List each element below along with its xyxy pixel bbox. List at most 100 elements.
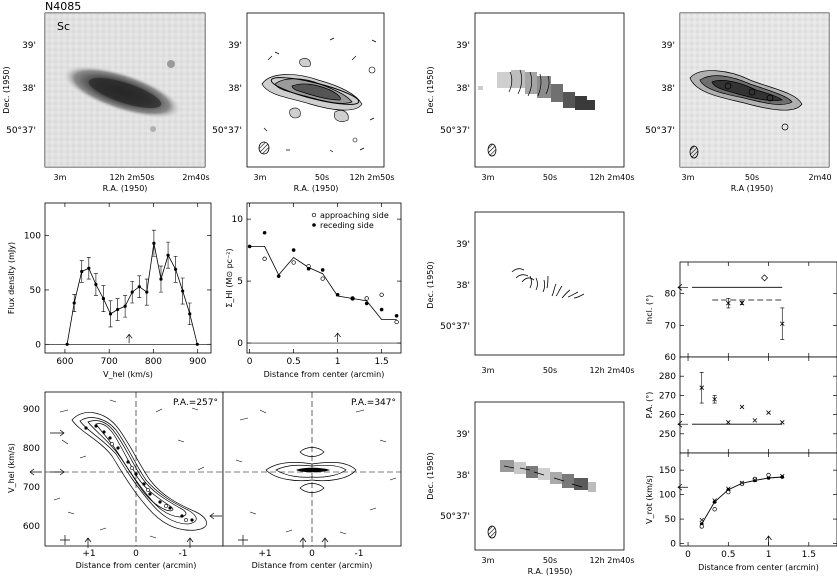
ra-tick: 50s bbox=[543, 173, 557, 182]
data-point bbox=[726, 300, 731, 306]
x-axis-label: R.A. (1950) bbox=[103, 184, 148, 193]
dec-tick: 39' bbox=[456, 41, 470, 51]
receding-point bbox=[306, 266, 311, 271]
pv-ridge-point bbox=[168, 506, 172, 510]
data-point bbox=[72, 301, 76, 305]
x-tick-label: 800 bbox=[145, 357, 162, 367]
dec-tick: 38' bbox=[22, 84, 36, 94]
approaching-point bbox=[291, 260, 296, 265]
y-tick-label: 70 bbox=[665, 321, 677, 331]
panel-residual-field: 39' 38' 50°37' Dec. (1950) 3m 50s 12h 2m… bbox=[426, 401, 635, 576]
y-tick-label: 80 bbox=[665, 290, 677, 300]
curve-point bbox=[780, 475, 785, 479]
y-axis-label: Incl. (°) bbox=[645, 295, 654, 324]
data-point bbox=[779, 419, 785, 425]
y-axis-label: P.A. (°) bbox=[645, 392, 654, 419]
approaching-point bbox=[262, 256, 267, 261]
pv-y-tick: 700 bbox=[23, 483, 40, 493]
panel-hi-contours: 39' 38' 50°37' 3m 50s 12h 2m50s R.A. (19… bbox=[212, 12, 395, 193]
data-point bbox=[101, 297, 106, 301]
data-point bbox=[108, 312, 113, 316]
plot-frame bbox=[44, 202, 212, 354]
receding-point bbox=[739, 480, 745, 486]
dec-tick: 50°37' bbox=[440, 126, 470, 136]
data-point bbox=[188, 312, 192, 316]
approaching-point bbox=[739, 481, 745, 486]
y-tick-label: 100 bbox=[24, 232, 41, 242]
pv-ridge-point-open bbox=[184, 518, 188, 522]
receding-point bbox=[335, 292, 340, 297]
approaching-point bbox=[364, 296, 369, 301]
center-arrow bbox=[334, 332, 341, 343]
y-axis-label: Dec. (1950) bbox=[426, 261, 435, 308]
x-tick-label: 0 bbox=[685, 550, 691, 560]
pv-x-tick: 0 bbox=[309, 549, 315, 559]
panel-velocity-field: 39' 38' 50°37' Dec. (1950) 3m 50s 12h 2m… bbox=[426, 12, 635, 182]
dec-tick: 50°37' bbox=[6, 126, 36, 136]
dec-tick: 39' bbox=[228, 41, 242, 51]
plot-frame bbox=[679, 452, 837, 547]
vsys-arrow bbox=[677, 483, 688, 491]
dec-tick: 50°37' bbox=[645, 126, 675, 136]
pv-ridge-point bbox=[190, 518, 194, 522]
receding-point bbox=[364, 301, 369, 306]
y-tick-label: 10 bbox=[232, 215, 244, 225]
ra-tick: 50s bbox=[543, 556, 557, 565]
dec-tick: 50°37' bbox=[440, 322, 470, 332]
receding-point bbox=[320, 268, 325, 272]
dec-tick: 39' bbox=[661, 41, 675, 51]
dec-tick: 39' bbox=[22, 41, 36, 51]
ra-tick: 3m bbox=[482, 366, 495, 375]
x-tick-label: 1.5 bbox=[374, 357, 388, 367]
x-tick-label: 1 bbox=[766, 550, 772, 560]
dec-tick: 38' bbox=[228, 84, 242, 94]
data-point bbox=[137, 285, 141, 289]
y-axis-label: Dec. (1950) bbox=[426, 66, 435, 113]
ra-tick: 12h 2m50s bbox=[109, 173, 154, 182]
receding-point bbox=[291, 248, 296, 252]
receding-point bbox=[712, 498, 717, 503]
y-tick-label: 50 bbox=[30, 286, 42, 296]
approaching-point bbox=[394, 319, 399, 325]
pv-x-tick: +1 bbox=[258, 549, 271, 559]
pv-x-tick: +1 bbox=[82, 549, 95, 559]
pv-ridge-point bbox=[180, 514, 184, 518]
profile-line bbox=[249, 246, 397, 320]
data-point bbox=[94, 282, 98, 287]
pv-x-tick: 0 bbox=[133, 549, 139, 559]
data-point bbox=[159, 277, 163, 281]
x-tick-label: 700 bbox=[101, 357, 118, 367]
center-arrow bbox=[125, 333, 133, 344]
pv-label-minor: P.A.=347° bbox=[351, 398, 396, 408]
pv-y-tick: 900 bbox=[23, 405, 40, 415]
x-axis-label: Distance from center (arcmin) bbox=[76, 561, 197, 570]
dec-tick: 39' bbox=[456, 240, 470, 250]
y-tick-label: 0 bbox=[35, 340, 41, 350]
diamond-point bbox=[761, 274, 769, 282]
pv-ridge-point-open bbox=[146, 488, 150, 492]
dec-tick: 50°37' bbox=[440, 512, 470, 522]
y-tick-label: 5 bbox=[237, 277, 243, 287]
x-tick-label: 1 bbox=[335, 357, 341, 367]
dec-tick: 38' bbox=[456, 281, 470, 291]
y-axis-label: V_hel (km/s) bbox=[7, 443, 16, 493]
adopted-arrow bbox=[677, 284, 688, 291]
receding-point bbox=[780, 473, 785, 479]
receding-point bbox=[726, 486, 731, 491]
ra-tick: 12h 2m40s bbox=[589, 556, 634, 565]
data-point bbox=[181, 289, 185, 293]
ra-tick: 2m40s bbox=[182, 173, 209, 182]
x-tick-label: 1.5 bbox=[802, 550, 816, 560]
pv-ridge-point bbox=[142, 482, 146, 486]
approaching-point bbox=[379, 292, 384, 297]
x-axis-label: Distance from center (arcmin) bbox=[252, 561, 373, 570]
data-point bbox=[712, 396, 717, 402]
approaching-point bbox=[699, 524, 704, 529]
data-point bbox=[699, 385, 705, 391]
pv-ridge-point bbox=[134, 472, 138, 476]
data-point bbox=[726, 419, 731, 425]
plot-inclination: 60 70 80 Incl. (°) bbox=[645, 261, 837, 363]
receding-point bbox=[699, 517, 704, 523]
legend-label: receding side bbox=[320, 221, 374, 230]
